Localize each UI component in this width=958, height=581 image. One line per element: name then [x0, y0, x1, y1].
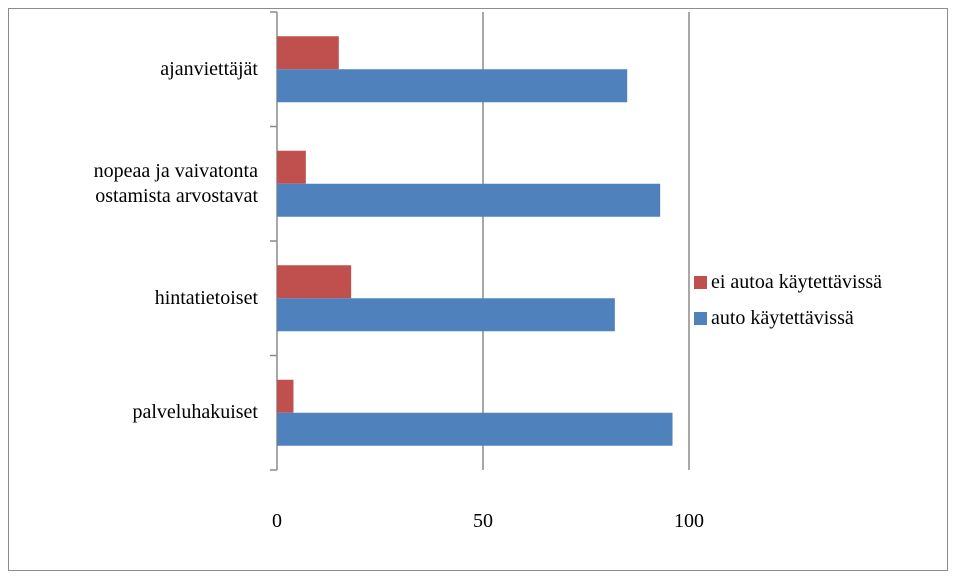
- category-label: palveluhakuiset: [132, 400, 258, 425]
- category-label: nopeaa ja vaivatonta ostamista arvostavat: [94, 159, 258, 209]
- bar-ei-autoa: [277, 265, 352, 299]
- legend-label-ei-autoa: ei autoa käytettävissä: [711, 270, 883, 293]
- legend-item-auto: auto käytettävissä: [694, 300, 882, 336]
- x-tick-label: 0: [272, 510, 282, 532]
- bar-auto: [277, 412, 673, 446]
- bar-auto: [277, 183, 661, 217]
- legend-label-auto: auto käytettävissä: [711, 306, 854, 329]
- category-label-line: palveluhakuiset: [132, 401, 258, 424]
- legend-swatch-auto: [694, 311, 707, 325]
- category-label-line: ostamista arvostavat: [95, 184, 258, 207]
- category-label: hintatietoiset: [155, 286, 258, 311]
- legend-item-ei-autoa: ei autoa käytettävissä: [694, 264, 882, 300]
- bar-auto: [277, 69, 628, 103]
- bar-ei-autoa: [277, 150, 306, 184]
- category-label-line: hintatietoiset: [154, 286, 258, 309]
- bar-ei-autoa: [277, 36, 339, 70]
- x-tick-label: 100: [674, 510, 704, 532]
- legend: ei autoa käytettävissä auto käytettäviss…: [694, 264, 882, 336]
- category-label-line: nopeaa ja vaivatonta: [93, 159, 258, 182]
- category-label: ajanviettäjät: [160, 57, 258, 82]
- legend-swatch-ei-autoa: [694, 275, 707, 289]
- bar-auto: [277, 298, 615, 332]
- bar-ei-autoa: [277, 379, 294, 413]
- x-tick-label: 50: [473, 510, 493, 532]
- category-label-line: ajanviettäjät: [160, 57, 258, 80]
